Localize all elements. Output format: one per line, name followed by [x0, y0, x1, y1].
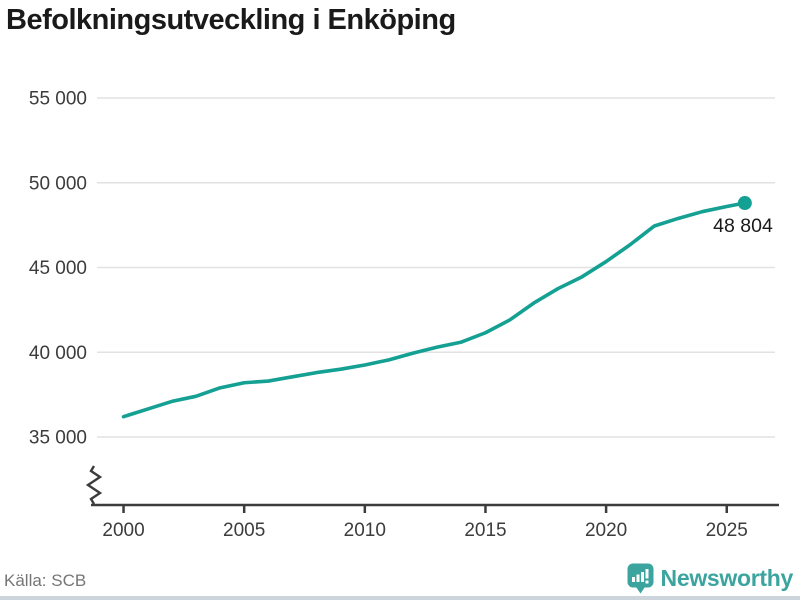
population-line-chart: 35 000 40 000 45 000 50 000 55 000 2000 2005 20…: [29, 89, 779, 541]
newsworthy-bubble-chart-icon: [627, 563, 654, 594]
y-axis-tick-label: 55 000: [29, 89, 87, 110]
axis-break-icon: [85, 465, 103, 505]
x-axis-tick-label: 2010: [344, 520, 386, 541]
population-series-line: [121, 201, 747, 419]
x-axis-tick-label: 2025: [706, 520, 748, 541]
latest-value-label: 48 804: [713, 215, 773, 237]
x-axis-tick-label: 2015: [464, 520, 506, 541]
x-axis-tick-label: 2005: [223, 520, 265, 541]
x-axis-tick-label: 2000: [102, 520, 144, 541]
bottom-strip: [0, 596, 800, 600]
newsworthy-logo: Newsworthy: [627, 563, 793, 594]
newsworthy-wordmark: Newsworthy: [660, 565, 794, 591]
y-axis-tick-label: 35 000: [29, 428, 87, 449]
y-axis-tick-label: 40 000: [29, 343, 87, 364]
x-axis-tick-label: 2020: [585, 520, 627, 541]
source-label: Källa: SCB: [4, 571, 87, 590]
chart-title: Befolkningsutveckling i Enköping: [6, 4, 456, 36]
y-axis-tick-label: 50 000: [29, 173, 87, 194]
y-axis-tick-label: 45 000: [29, 258, 87, 279]
latest-value-dot: [737, 196, 752, 211]
